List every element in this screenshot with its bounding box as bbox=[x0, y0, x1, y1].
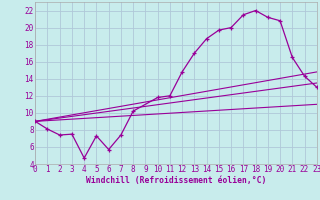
X-axis label: Windchill (Refroidissement éolien,°C): Windchill (Refroidissement éolien,°C) bbox=[86, 176, 266, 185]
